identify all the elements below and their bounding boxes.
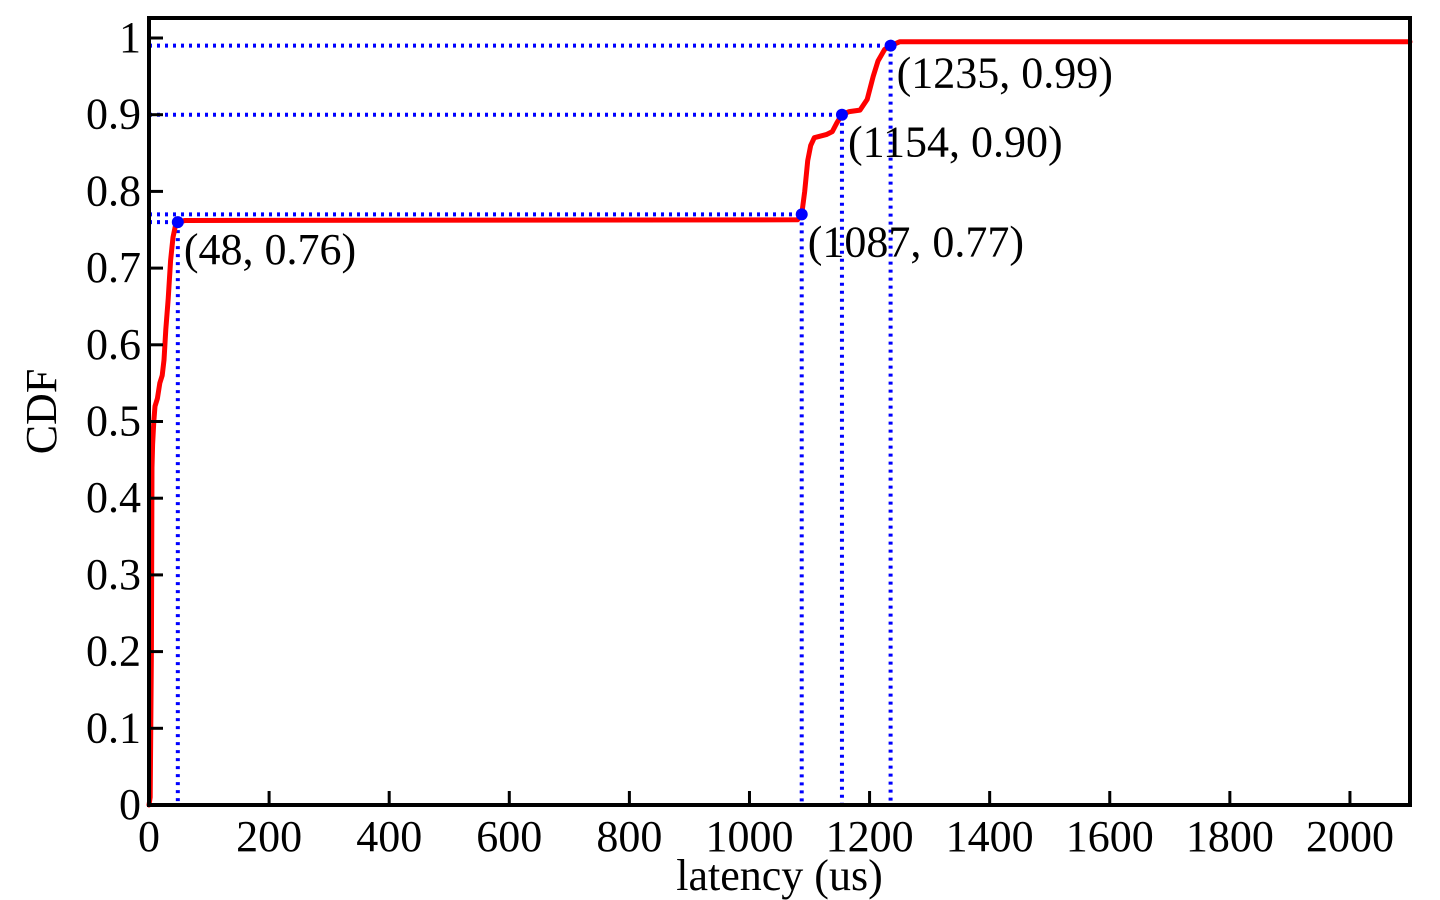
marker-point xyxy=(171,216,184,229)
x-axis-title: latency (us) xyxy=(676,851,882,900)
y-tick-label: 0.8 xyxy=(86,166,141,215)
cdf-series-line xyxy=(146,39,1413,808)
x-tick-label: 1600 xyxy=(1066,812,1154,861)
x-tick-label: 1000 xyxy=(705,812,793,861)
x-tick-label: 1800 xyxy=(1186,812,1274,861)
marker-annotation: (1154, 0.90) xyxy=(848,118,1063,167)
marker-annotation: (1235, 0.99) xyxy=(897,49,1113,98)
y-tick-label: 0 xyxy=(119,780,141,829)
marker-point xyxy=(835,108,848,121)
x-tick-label: 0 xyxy=(138,812,160,861)
x-tick-label: 1400 xyxy=(946,812,1034,861)
x-tick-label: 600 xyxy=(476,812,542,861)
x-tick-label: 800 xyxy=(596,812,662,861)
x-tick-label: 2000 xyxy=(1306,812,1394,861)
marker-annotation: (1087, 0.77) xyxy=(808,217,1024,266)
x-tick-label: 400 xyxy=(356,812,422,861)
y-tick-label: 0.7 xyxy=(86,243,141,292)
x-tick-label: 1200 xyxy=(826,812,914,861)
y-tick-label: 0.4 xyxy=(86,473,141,522)
y-tick-label: 0.5 xyxy=(86,397,141,446)
marker-point xyxy=(884,39,897,52)
y-tick-label: 1 xyxy=(119,13,141,62)
y-tick-label: 0.1 xyxy=(86,703,141,752)
x-tick-label: 200 xyxy=(236,812,302,861)
y-tick-label: 0.2 xyxy=(86,627,141,676)
y-axis-title: CDF xyxy=(17,369,66,455)
y-tick-label: 0.3 xyxy=(86,550,141,599)
plot-frame xyxy=(147,16,1412,807)
y-tick-label: 0.9 xyxy=(86,90,141,139)
y-tick-label: 0.6 xyxy=(86,320,141,369)
marker-point xyxy=(795,208,808,221)
marker-annotation: (48, 0.76) xyxy=(184,225,356,274)
